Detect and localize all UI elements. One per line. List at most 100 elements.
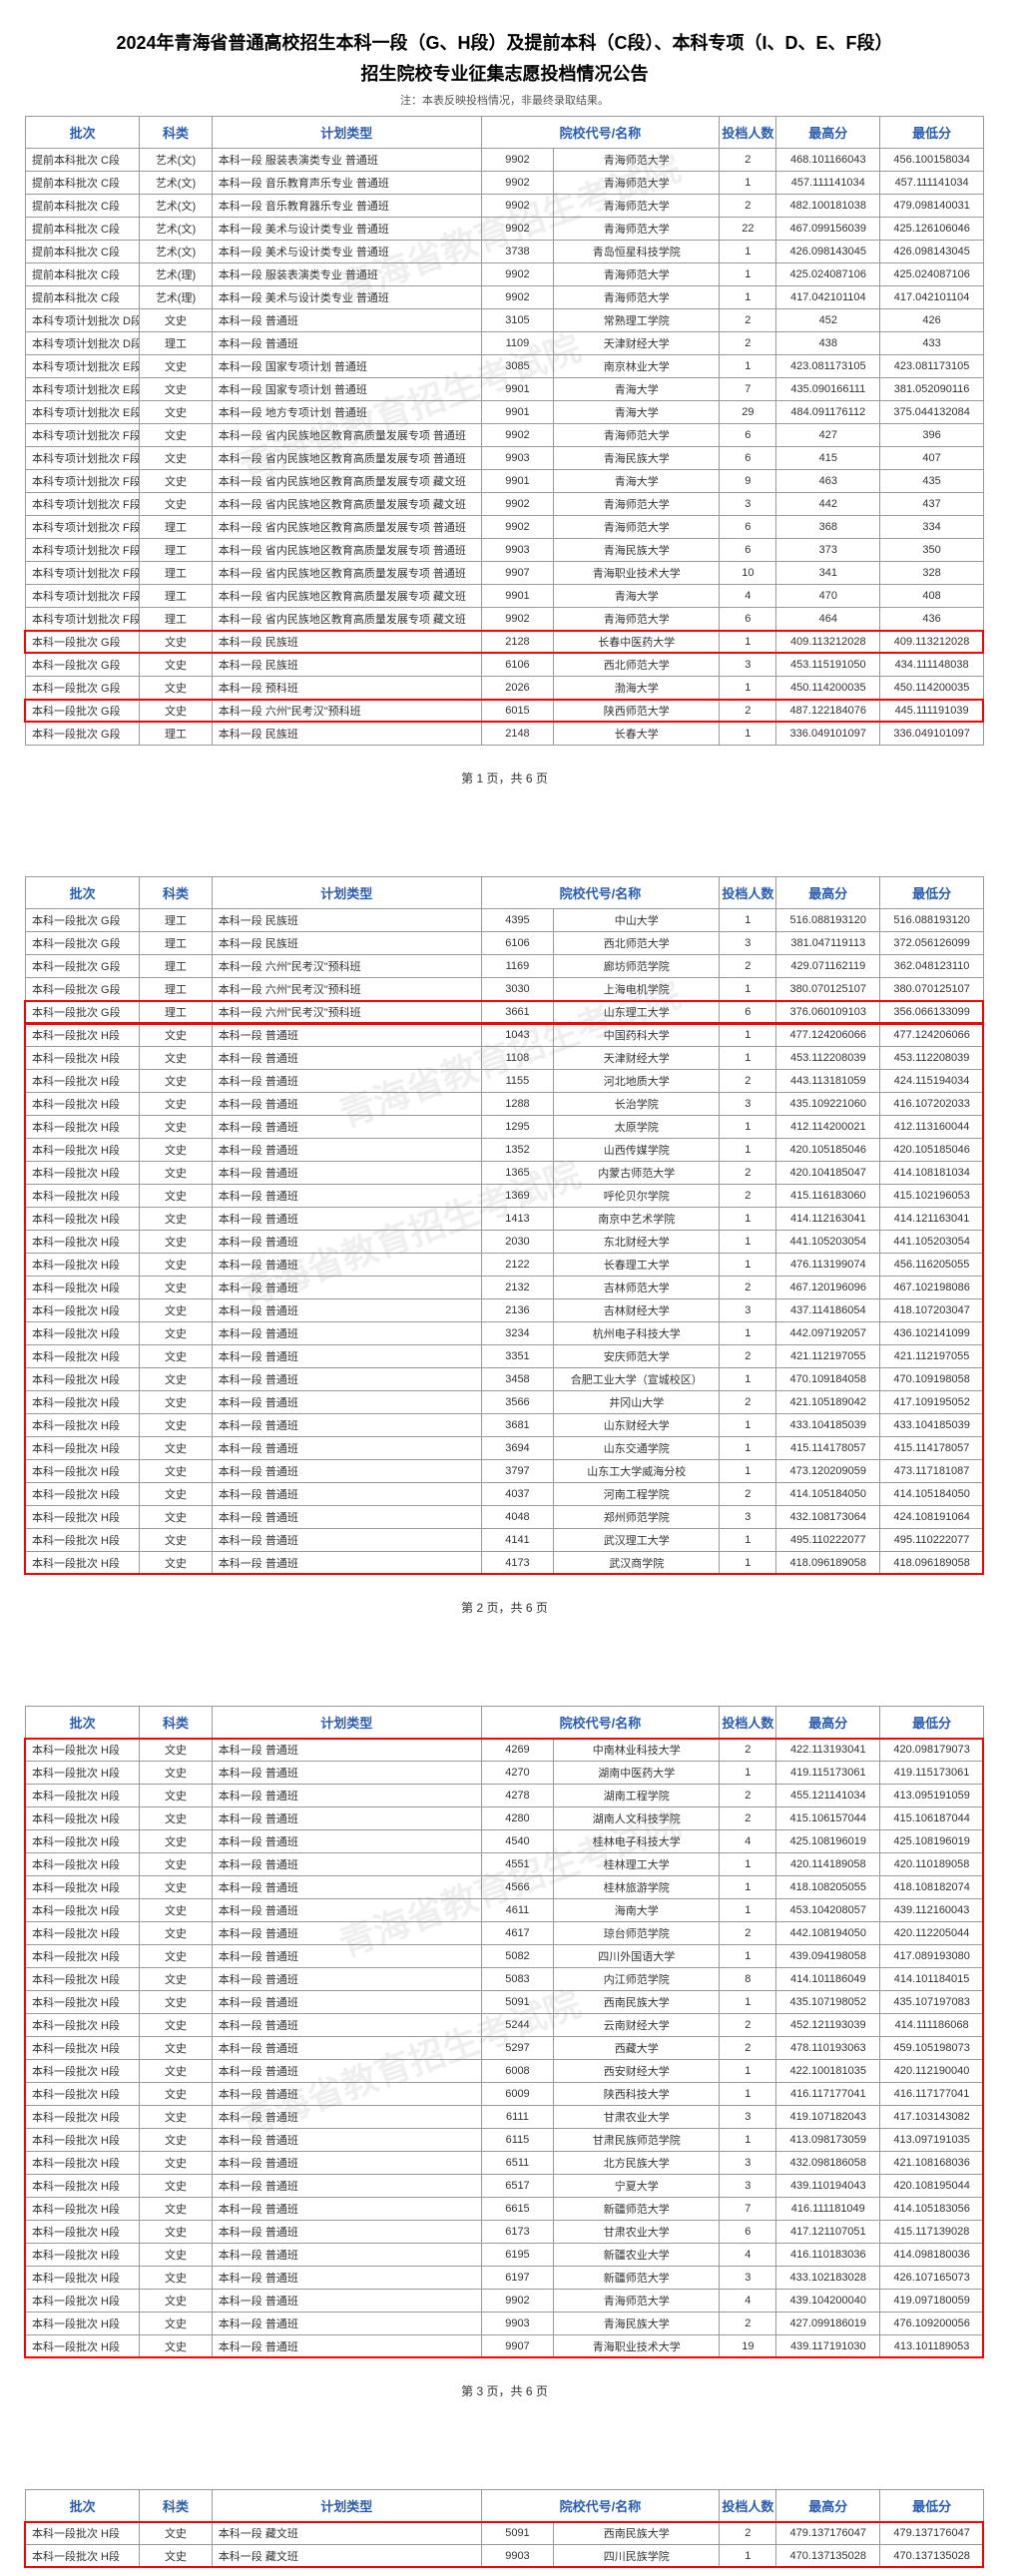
cell: 南京中艺术学院 (554, 1208, 720, 1231)
cell: 1413 (481, 1208, 554, 1231)
cell: 青海师范大学 (554, 424, 720, 447)
cell: 新疆师范大学 (554, 2198, 720, 2221)
cell: 艺术(文) (140, 241, 213, 263)
cell: 1 (720, 2060, 776, 2083)
table-row: 本科一段批次 H段文史本科一段 普通班1352山西传媒学院1420.105185… (26, 1139, 984, 1162)
cell: 本科一段 普通班 (212, 2335, 481, 2358)
cell: 文史 (140, 677, 213, 700)
cell: 本科一段 普通班 (212, 1876, 481, 1899)
cell: 本科一段 普通班 (212, 2152, 481, 2175)
cell: 453.104208057 (776, 1899, 880, 1922)
table-row: 本科一段批次 G段文史本科一段 民族班6106西北师范大学3453.115191… (26, 654, 984, 677)
cell: 甘肃民族师范学院 (554, 2129, 720, 2152)
cell: 4540 (481, 1830, 554, 1853)
table-row: 本科专项计划批次 F段文史本科一段 省内民族地区教育高质量发展专项 普通班990… (26, 424, 984, 447)
table-row: 本科一段批次 H段文史本科一段 普通班6517宁夏大学3439.11019404… (26, 2175, 984, 2198)
cell: 1 (720, 1047, 776, 1070)
cell: 本科一段批次 H段 (26, 1739, 140, 1762)
cell: 文史 (140, 1552, 213, 1575)
cell: 484.091176112 (776, 401, 880, 424)
cell: 青岛恒星科技学院 (554, 241, 720, 263)
cell: 西藏大学 (554, 2037, 720, 2060)
cell: 9902 (481, 608, 554, 631)
cell: 本科专项计划批次 F段 (26, 539, 140, 562)
page-3: 青海省教育招生考试院 青海省教育招生考试院 批次 科类 计划类型 院校代号/名称… (0, 1676, 1009, 2459)
cell: 本科一段批次 H段 (26, 2545, 140, 2568)
table-row: 本科专项计划批次 F段理工本科一段 省内民族地区教育高质量发展专项 藏文班990… (26, 608, 984, 631)
cell: 本科一段批次 G段 (26, 955, 140, 978)
cell: 5297 (481, 2037, 554, 2060)
cell: 新疆农业大学 (554, 2244, 720, 2267)
cell: 1 (720, 631, 776, 654)
cell: 450.114200035 (880, 677, 984, 700)
cell: 442.097192057 (776, 1322, 880, 1345)
cell: 北方民族大学 (554, 2152, 720, 2175)
cell: 1 (720, 677, 776, 700)
cell: 本科一段 普通班 (212, 1899, 481, 1922)
cell: 4278 (481, 1785, 554, 1807)
cell: 中国药科大学 (554, 1024, 720, 1047)
cell: 415.106187044 (880, 1807, 984, 1830)
cell: 本科一段 普通班 (212, 1437, 481, 1460)
cell: 文史 (140, 1922, 213, 1945)
cell: 安庆师范大学 (554, 1345, 720, 1368)
cell: 青海民族大学 (554, 447, 720, 470)
table-row: 本科一段批次 H段文史本科一段 普通班4540桂林电子科技大学4425.1081… (26, 1830, 984, 1853)
cell: 433.104185039 (776, 1414, 880, 1437)
cell: 理工 (140, 516, 213, 539)
cell: 415.117139028 (880, 2221, 984, 2244)
cell: 本科一段 普通班 (212, 1552, 481, 1575)
cell: 442.108194050 (776, 1922, 880, 1945)
cell: 西安财经大学 (554, 2060, 720, 2083)
cell: 理工 (140, 332, 213, 355)
cell: 青海职业技术大学 (554, 562, 720, 585)
cell: 本科专项计划批次 E段 (26, 401, 140, 424)
cell: 414.105184050 (880, 1483, 984, 1506)
cell: 本科一段批次 H段 (26, 1785, 140, 1807)
cell: 南京林业大学 (554, 355, 720, 378)
cell: 文史 (140, 1116, 213, 1139)
cell: 长治学院 (554, 1093, 720, 1116)
cell: 本科一段 普通班 (212, 1506, 481, 1529)
cell: 本科一段批次 H段 (26, 2060, 140, 2083)
cell: 414.101184015 (880, 1968, 984, 1991)
cell: 417.121107051 (776, 2221, 880, 2244)
cell: 3 (720, 2175, 776, 2198)
table-row: 本科一段批次 G段理工本科一段 六州"民考汉"预科班3661山东理工大学6376… (26, 1001, 984, 1024)
cell: 文史 (140, 1899, 213, 1922)
cell: 本科专项计划批次 F段 (26, 585, 140, 608)
cell: 本科一段 省内民族地区教育高质量发展专项 藏文班 (212, 493, 481, 516)
table-row: 本科一段批次 H段文史本科一段 普通班5297西藏大学2478.11019306… (26, 2037, 984, 2060)
cell: 青海师范大学 (554, 172, 720, 195)
cell: 本科一段批次 H段 (26, 1345, 140, 1368)
cell: 9907 (481, 2335, 554, 2358)
cell: 本科一段批次 H段 (26, 2198, 140, 2221)
cell: 文史 (140, 1139, 213, 1162)
cell: 1 (720, 2545, 776, 2568)
cell: 文史 (140, 2198, 213, 2221)
cell: 本科一段 六州"民考汉"预科班 (212, 700, 481, 723)
cell: 413.095191059 (880, 1785, 984, 1807)
cell: 湖南人文科技学院 (554, 1807, 720, 1830)
cell: 本科一段批次 H段 (26, 1460, 140, 1483)
cell: 9902 (481, 424, 554, 447)
cell: 2136 (481, 1299, 554, 1322)
cell: 本科专项计划批次 F段 (26, 424, 140, 447)
cell: 本科一段 普通班 (212, 1345, 481, 1368)
cell: 470.137135028 (880, 2545, 984, 2568)
cell: 426.107165073 (880, 2267, 984, 2290)
cell: 9901 (481, 378, 554, 401)
cell: 6195 (481, 2244, 554, 2267)
table-row: 本科专项计划批次 F段理工本科一段 省内民族地区教育高质量发展专项 藏文班990… (26, 585, 984, 608)
table-row: 本科一段批次 G段理工本科一段 六州"民考汉"预科班1169廊坊师范学院2429… (26, 955, 984, 978)
cell: 1 (720, 2083, 776, 2106)
cell: 425.126106046 (880, 218, 984, 241)
cell: 420.105185046 (880, 1139, 984, 1162)
cell: 9902 (481, 493, 554, 516)
cell: 本科一段 省内民族地区教育高质量发展专项 普通班 (212, 447, 481, 470)
cell: 439.117191030 (776, 2335, 880, 2358)
cell: 470.109184058 (776, 1368, 880, 1391)
cell: 山东交通学院 (554, 1437, 720, 1460)
cell: 本科一段 民族班 (212, 654, 481, 677)
cell: 495.110222077 (776, 1529, 880, 1552)
